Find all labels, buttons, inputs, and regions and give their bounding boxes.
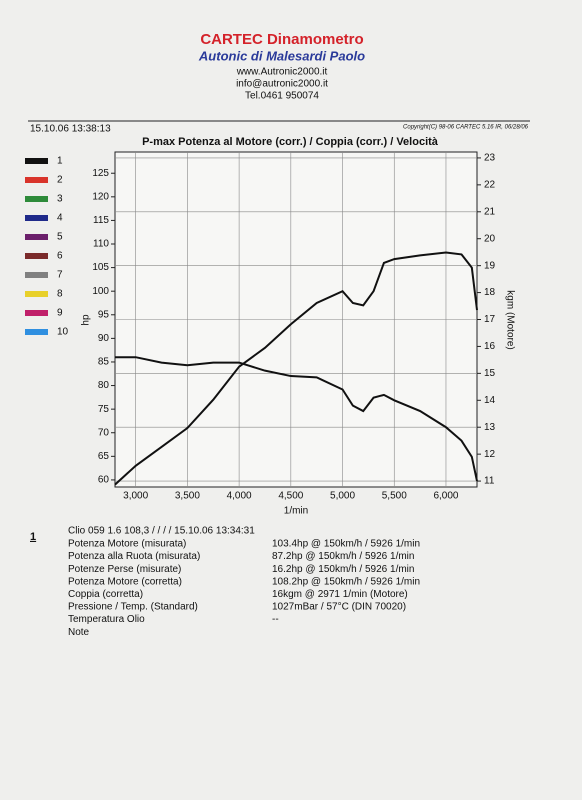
result-label: Potenza Motore (corretta) (68, 576, 182, 587)
legend-label: 3 (57, 194, 63, 205)
x-tick-label: 5,500 (382, 491, 407, 502)
subtitle: Autonic di Malesardi Paolo (198, 48, 365, 63)
y2-tick-label: 22 (484, 179, 496, 190)
y-tick-label: 120 (92, 191, 109, 202)
legend-swatch (25, 234, 48, 240)
y2-tick-label: 19 (484, 260, 496, 271)
x-tick-label: 4,000 (227, 491, 252, 502)
legend-swatch (25, 310, 48, 316)
header-line: www.Autronic2000.it (236, 67, 328, 78)
y-tick-label: 60 (98, 475, 110, 486)
y-tick-label: 125 (92, 168, 109, 179)
legend-swatch (25, 329, 48, 335)
result-label: Coppia (corretta) (68, 589, 143, 600)
result-label: Note (68, 627, 90, 638)
title: CARTEC Dinamometro (200, 31, 363, 48)
y-tick-label: 105 (92, 262, 109, 273)
result-label: Potenza Motore (misurata) (68, 539, 186, 550)
y2-tick-label: 16 (484, 341, 496, 352)
legend-swatch (25, 253, 48, 259)
legend-label: 4 (57, 213, 63, 224)
y2-tick-label: 11 (484, 476, 495, 487)
series-line (114, 251, 478, 486)
y2-tick-label: 13 (484, 422, 496, 433)
y-tick-label: 115 (93, 215, 109, 226)
legend-swatch (25, 158, 48, 164)
x-tick-label: 6,000 (433, 491, 458, 502)
x-tick-label: 4,500 (278, 491, 303, 502)
y2-tick-label: 14 (484, 395, 496, 406)
x-axis-label: 1/min (284, 506, 308, 517)
legend-label: 9 (57, 308, 63, 319)
x-tick-label: 5,000 (330, 491, 355, 502)
y2-tick-label: 20 (484, 233, 496, 244)
y2-tick-label: 15 (484, 368, 496, 379)
result-value: 1027mBar / 57°C (DIN 70020) (272, 602, 406, 613)
legend-swatch (25, 177, 48, 183)
y-axis-label: hp (81, 314, 92, 326)
legend-label: 5 (57, 232, 63, 243)
timestamp: 15.10.06 13:38:13 (30, 124, 111, 135)
y2-tick-label: 23 (484, 153, 496, 164)
y-tick-label: 70 (98, 427, 110, 438)
result-label: Potenze Perse (misurate) (68, 564, 181, 575)
y2-axis-label: kgm (Motore) (504, 290, 515, 349)
result-value: -- (272, 614, 279, 625)
y-tick-label: 110 (93, 239, 109, 250)
header-line: info@autronic2000.it (236, 79, 328, 90)
chart-title: P-max Potenza al Motore (corr.) / Coppia… (142, 136, 439, 148)
legend-swatch (25, 291, 48, 297)
series-line (115, 356, 478, 482)
result-label: Temperatura Olio (68, 614, 145, 625)
y-tick-label: 65 (98, 451, 110, 462)
result-value: 103.4hp @ 150km/h / 5926 1/min (272, 539, 420, 550)
header-line: Tel.0461 950074 (245, 91, 319, 102)
legend-label: 7 (57, 270, 63, 281)
y-tick-label: 75 (98, 404, 110, 415)
legend-label: 6 (57, 251, 63, 262)
y-tick-label: 100 (92, 286, 109, 297)
y-tick-label: 85 (98, 357, 110, 368)
result-value: 108.2hp @ 150km/h / 5926 1/min (272, 576, 420, 587)
y-tick-label: 80 (98, 380, 110, 391)
y2-tick-label: 12 (484, 449, 496, 460)
y2-tick-label: 21 (484, 206, 496, 217)
y2-tick-label: 18 (484, 287, 496, 298)
vehicle: Clio 059 1.6 108,3 / / / / 15.10.06 13:3… (68, 526, 255, 537)
legend-swatch (25, 196, 48, 202)
x-tick-label: 3,000 (123, 491, 148, 502)
legend-label: 1 (57, 156, 63, 167)
result-value: 16.2hp @ 150km/h / 5926 1/min (272, 564, 414, 575)
result-value: 87.2hp @ 150km/h / 5926 1/min (272, 551, 414, 562)
result-index: 1 (30, 531, 36, 543)
copyright: Copyright(C) 98-06 CARTEC 5.16 IR, 06/28… (403, 125, 529, 131)
result-label: Pressione / Temp. (Standard) (68, 602, 198, 613)
legend-label: 10 (57, 327, 69, 338)
legend-label: 2 (57, 175, 63, 186)
result-value: 16kgm @ 2971 1/min (Motore) (272, 589, 408, 600)
y-tick-label: 90 (98, 333, 110, 344)
legend-swatch (25, 272, 48, 278)
y2-tick-label: 17 (484, 314, 496, 325)
x-tick-label: 3,500 (175, 491, 200, 502)
legend-swatch (25, 215, 48, 221)
y-tick-label: 95 (98, 309, 110, 320)
result-label: Potenza alla Ruota (misurata) (68, 551, 200, 562)
legend-label: 8 (57, 289, 63, 300)
